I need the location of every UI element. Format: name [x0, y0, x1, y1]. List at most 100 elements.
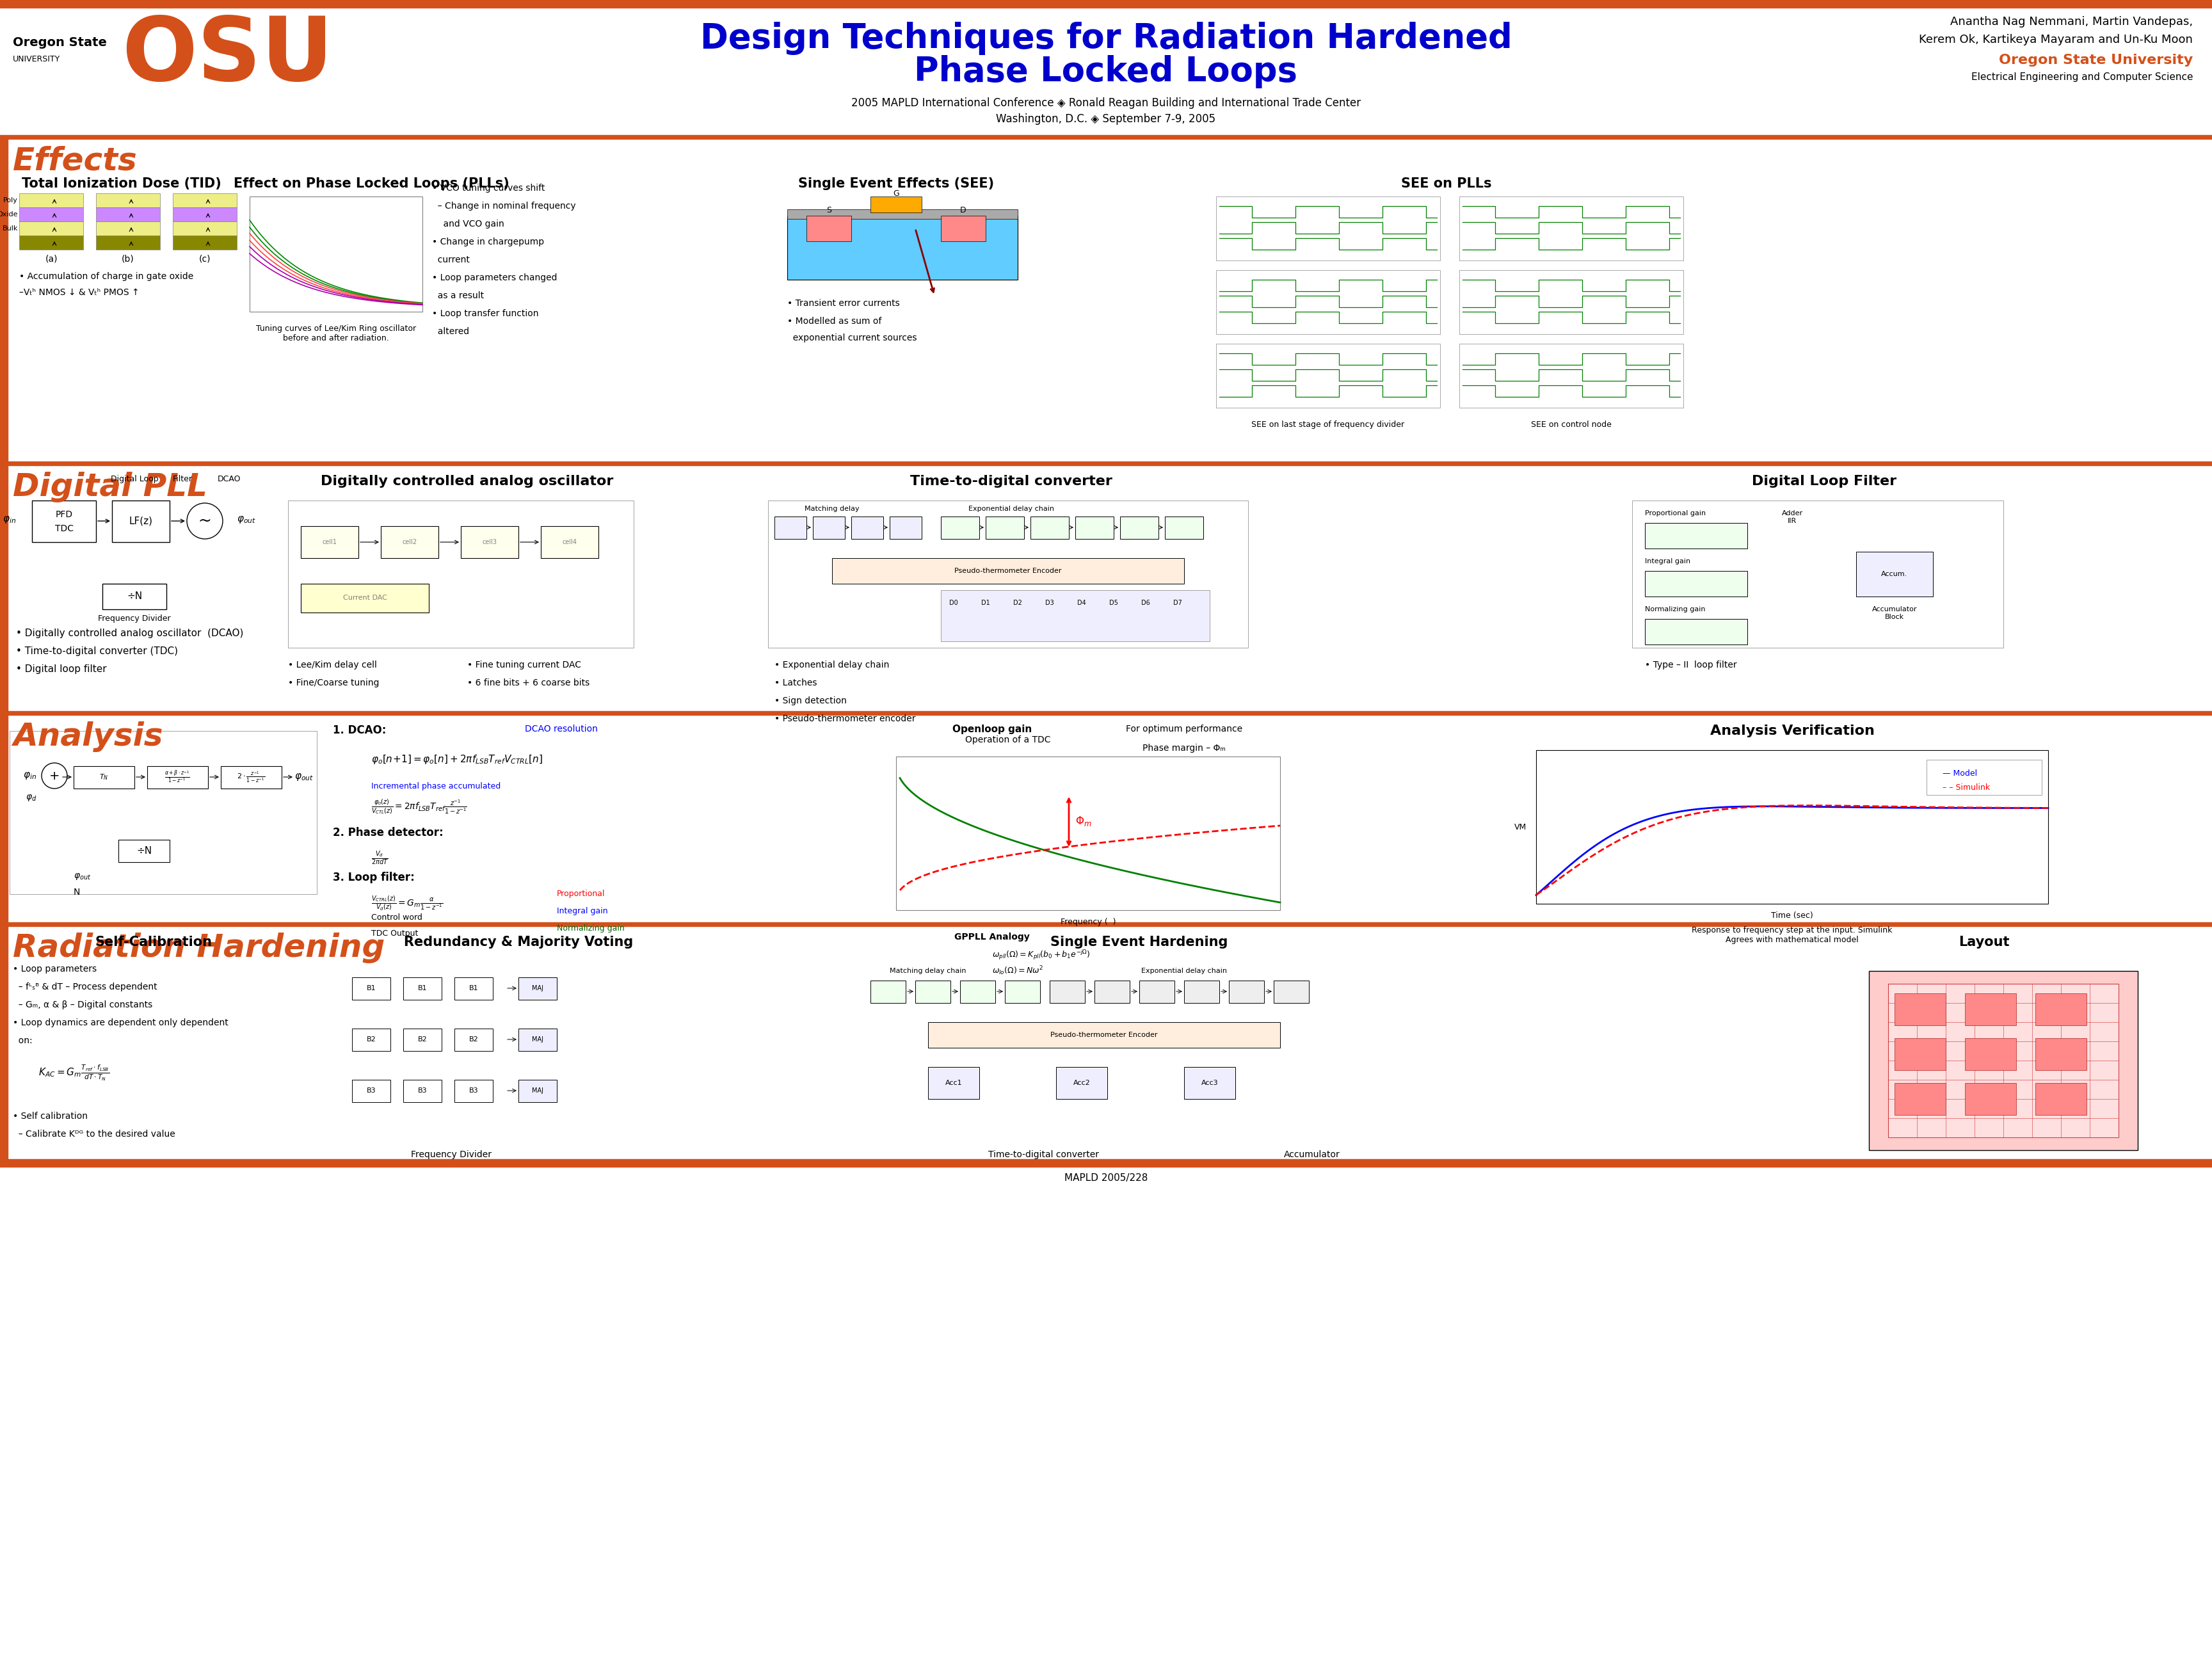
- Text: 3. Loop filter:: 3. Loop filter:: [332, 871, 414, 883]
- Text: $\frac{V_{CTRL}(z)}{V_d(z)}=G_m\frac{\alpha}{1-z^{-1}}$: $\frac{V_{CTRL}(z)}{V_d(z)}=G_m\frac{\al…: [372, 894, 442, 912]
- Bar: [1460, 196, 1683, 260]
- Model: [1522, 886, 1548, 906]
- Bar: [987, 516, 1024, 539]
- Text: Oxide: Oxide: [0, 211, 18, 217]
- Text: 2005 MAPLD International Conference ◈ Ronald Reagan Building and International T: 2005 MAPLD International Conference ◈ Ro…: [852, 98, 1360, 124]
- Model: [1989, 798, 2015, 818]
- Text: 2. Phase detector:: 2. Phase detector:: [332, 826, 442, 838]
- Text: S: S: [827, 206, 832, 214]
- Bar: [2035, 1083, 2086, 1115]
- Bar: [1230, 980, 1263, 1004]
- Text: Total Ionization Dose (TID): Total Ionization Dose (TID): [22, 178, 221, 191]
- Text: • Digitally controlled analog oscillator  (DCAO): • Digitally controlled analog oscillator…: [15, 629, 243, 639]
- Model: [1524, 884, 1551, 904]
- Text: +: +: [49, 770, 60, 781]
- Bar: [119, 839, 170, 863]
- Bar: [0, 712, 2212, 715]
- Text: • Exponential delay chain: • Exponential delay chain: [774, 660, 889, 670]
- Bar: [1217, 270, 1440, 333]
- Bar: [1927, 760, 2042, 795]
- Bar: [1166, 516, 1203, 539]
- Bar: [1646, 523, 1747, 549]
- Text: – Gₘ, α & β – Digital constants: – Gₘ, α & β – Digital constants: [13, 1000, 153, 1009]
- Text: Current DAC: Current DAC: [343, 594, 387, 601]
- Bar: [403, 1080, 442, 1102]
- Text: Matching delay chain: Matching delay chain: [889, 967, 967, 974]
- Bar: [301, 584, 429, 612]
- Text: Acc3: Acc3: [1201, 1080, 1219, 1087]
- Text: • Pseudo-thermometer encoder: • Pseudo-thermometer encoder: [774, 715, 916, 723]
- Text: Bulk: Bulk: [2, 226, 18, 232]
- Text: TDC: TDC: [55, 524, 73, 533]
- Simulink: [1838, 796, 1865, 816]
- Text: Acc1: Acc1: [945, 1080, 962, 1087]
- Text: MAPLD 2005/228: MAPLD 2005/228: [1064, 1173, 1148, 1183]
- Text: Time (sec): Time (sec): [1772, 911, 1814, 919]
- Text: PFD: PFD: [55, 509, 73, 519]
- Text: $\varphi_{in}$: $\varphi_{in}$: [2, 514, 15, 524]
- Bar: [929, 1022, 1281, 1048]
- Text: Digital PLL: Digital PLL: [13, 471, 208, 503]
- Text: VM: VM: [1515, 823, 1526, 831]
- Text: $\omega_{pll}(\Omega) = K_{pll}(b_0 + b_1 e^{-j\Omega})$: $\omega_{pll}(\Omega) = K_{pll}(b_0 + b_…: [991, 949, 1091, 961]
- Text: Pseudo-thermometer Encoder: Pseudo-thermometer Encoder: [1051, 1032, 1157, 1039]
- Bar: [1217, 196, 1440, 260]
- Text: $\varphi_{in}$: $\varphi_{in}$: [22, 771, 35, 781]
- Text: –Vₜʰ NMOS ↓ & Vₜʰ PMOS ↑: –Vₜʰ NMOS ↓ & Vₜʰ PMOS ↑: [20, 289, 139, 297]
- Bar: [173, 207, 237, 221]
- Bar: [518, 1080, 557, 1102]
- Bar: [148, 766, 208, 788]
- Text: B1: B1: [367, 985, 376, 992]
- Text: Exponential delay chain: Exponential delay chain: [969, 506, 1055, 513]
- Bar: [20, 194, 84, 207]
- Bar: [1055, 1067, 1108, 1098]
- Bar: [102, 584, 166, 609]
- Text: B2: B2: [367, 1037, 376, 1042]
- Bar: [518, 1029, 557, 1050]
- Bar: [1274, 980, 1310, 1004]
- Text: B3: B3: [469, 1087, 478, 1093]
- Text: Digital Loop: Digital Loop: [111, 474, 159, 483]
- Text: • Loop parameters changed: • Loop parameters changed: [431, 274, 557, 282]
- Text: • Digital loop filter: • Digital loop filter: [15, 664, 106, 674]
- Text: G: G: [894, 189, 900, 197]
- Text: Design Techniques for Radiation Hardened: Design Techniques for Radiation Hardened: [699, 22, 1513, 55]
- Bar: [940, 516, 980, 539]
- Text: For optimum performance: For optimum performance: [1126, 725, 1243, 733]
- Text: • 6 fine bits + 6 coarse bits: • 6 fine bits + 6 coarse bits: [467, 679, 591, 687]
- Text: cell4: cell4: [562, 539, 577, 546]
- Bar: [1535, 750, 2048, 904]
- Bar: [1460, 270, 1683, 333]
- Text: D6: D6: [1141, 599, 1150, 606]
- Bar: [0, 1160, 2212, 1163]
- Text: DCAO resolution: DCAO resolution: [524, 725, 597, 733]
- Text: cell3: cell3: [482, 539, 498, 546]
- Simulink: [2035, 798, 2062, 818]
- Text: MAJ: MAJ: [531, 1037, 544, 1042]
- Bar: [1869, 971, 2137, 1150]
- Text: SEE on PLLs: SEE on PLLs: [1400, 178, 1491, 191]
- Text: Control word: Control word: [372, 914, 422, 922]
- Bar: [0, 715, 7, 926]
- Bar: [1031, 516, 1068, 539]
- Bar: [1460, 343, 1683, 408]
- Bar: [1051, 980, 1084, 1004]
- Text: Kerem Ok, Kartikeya Mayaram and Un-Ku Moon: Kerem Ok, Kartikeya Mayaram and Un-Ku Mo…: [1920, 33, 2192, 45]
- Bar: [0, 1163, 2212, 1166]
- Bar: [0, 461, 2212, 465]
- Text: • Accumulation of charge in gate oxide: • Accumulation of charge in gate oxide: [20, 272, 192, 280]
- Text: Proportional: Proportional: [557, 889, 606, 898]
- Text: Single Event Effects (SEE): Single Event Effects (SEE): [799, 178, 993, 191]
- Bar: [173, 236, 237, 249]
- Bar: [9, 732, 316, 894]
- Simulink: [1989, 798, 2015, 818]
- Text: MAJ: MAJ: [531, 985, 544, 992]
- Bar: [1964, 1083, 2015, 1115]
- Text: Poly: Poly: [2, 197, 18, 204]
- Text: • Sign detection: • Sign detection: [774, 697, 847, 705]
- Bar: [1893, 1039, 1947, 1070]
- Text: Effect on Phase Locked Loops (PLLs): Effect on Phase Locked Loops (PLLs): [234, 178, 509, 191]
- Text: cell2: cell2: [403, 539, 418, 546]
- Text: – Change in nominal frequency: – Change in nominal frequency: [431, 202, 575, 211]
- Text: $\varphi_o[n\!+\!1]=\varphi_o[n]+2\pi f_{LSB}T_{ref}V_{CTRL}[n]$: $\varphi_o[n\!+\!1]=\varphi_o[n]+2\pi f_…: [372, 753, 542, 765]
